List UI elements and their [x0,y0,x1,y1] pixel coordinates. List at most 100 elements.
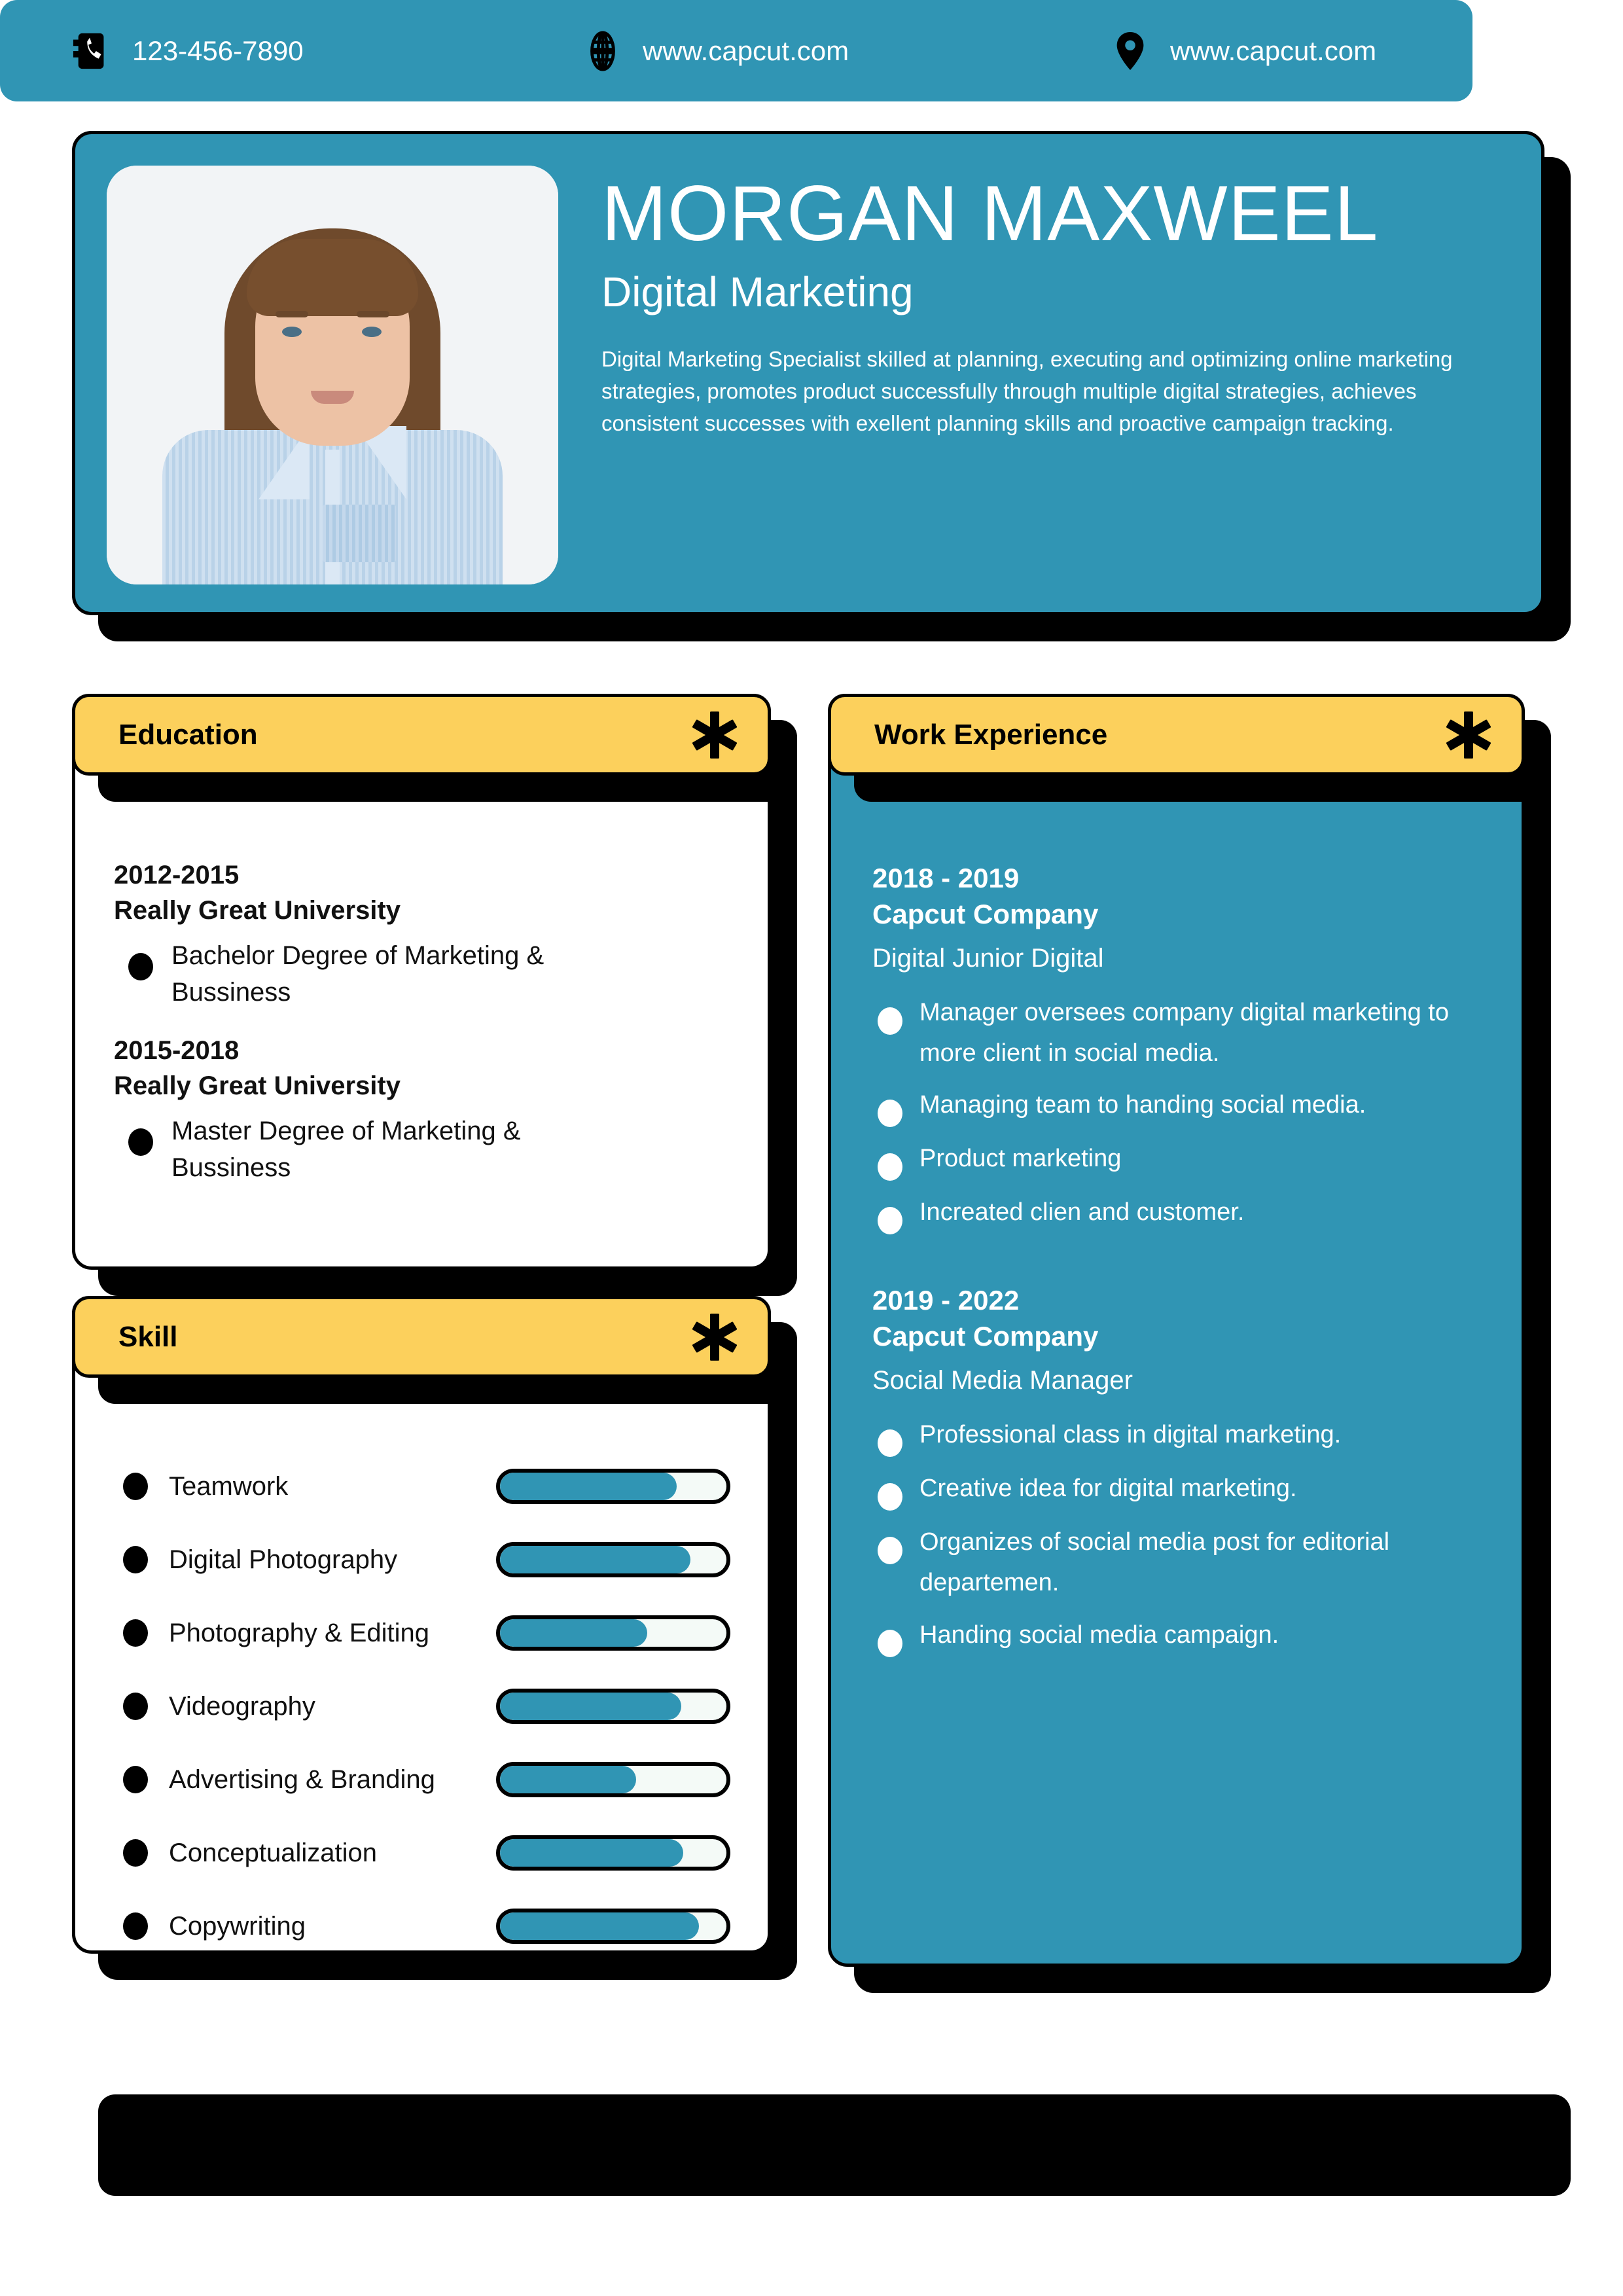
job-role-subtitle: Digital Marketing [601,268,914,315]
skill-label: Teamwork [169,1471,289,1501]
job-point-text: Handing social media campaign. [919,1621,1279,1649]
header-text-block: MORGAN MAXWEEL Digital Marketing Digital… [558,166,1508,439]
skill-row: Videography [106,1670,730,1743]
education-years: 2012-2015 [114,861,240,889]
skill-progress-fill [500,1473,677,1500]
header-card: MORGAN MAXWEEL Digital Marketing Digital… [72,131,1544,615]
profile-summary: Digital Marketing Specialist skilled at … [601,347,1453,435]
skill-progress-bar [496,1542,730,1577]
skill-progress-fill [500,1619,647,1647]
bullet-dot-icon [123,1619,148,1647]
asterisk-icon [692,711,738,759]
education-section-header: Education [72,694,771,776]
job-point-text: Managing team to handing social media. [919,1091,1366,1119]
skill-section-header: Skill [72,1296,771,1378]
job-role: Digital Junior Digital [872,944,1104,973]
job-role: Social Media Manager [872,1366,1133,1395]
skill-row: Advertising & Branding [106,1743,730,1816]
contact-website[interactable]: www.capcut.com [537,30,1054,71]
bullet-dot-icon [878,1537,902,1565]
job-point: Product marketing [872,1139,1491,1181]
skill-progress-bar [496,1689,730,1724]
asterisk-icon [692,1313,738,1361]
job-point: Manager oversees company digital marketi… [872,993,1491,1073]
skill-label: Digital Photography [169,1545,398,1574]
skill-label: Copywriting [169,1911,306,1941]
job-entry: 2018 - 2019 Capcut Company Digital Junio… [872,861,1491,1235]
skill-label: Conceptualization [169,1838,377,1867]
asterisk-icon [1446,711,1491,759]
skill-progress-fill [500,1693,681,1720]
skill-body: Teamwork Digital Photography Photography… [72,1378,771,1954]
bullet-dot-icon [123,1766,148,1793]
skill-title: Skill [118,1320,178,1353]
bullet-dot-icon [878,1207,902,1235]
job-point: Professional class in digital marketing. [872,1415,1491,1458]
job-point: Increated clien and customer. [872,1193,1491,1235]
skill-progress-bar [496,1615,730,1651]
job-point: Managing team to handing social media. [872,1085,1491,1128]
job-point-text: Increated clien and customer. [919,1198,1245,1227]
skill-progress-fill [500,1766,636,1793]
job-point-text: Professional class in digital marketing. [919,1421,1342,1449]
skill-progress-bar [496,1835,730,1871]
skill-progress-bar [496,1469,730,1504]
bullet-dot-icon [123,1473,148,1500]
education-title: Education [118,718,258,751]
job-point-text: Manager oversees company digital marketi… [919,999,1449,1067]
portrait-illustration [107,166,558,584]
skill-row: Digital Photography [106,1523,730,1596]
education-degree: Bachelor Degree of Marketing & Bussiness [171,941,544,1007]
job-point: Creative idea for digital marketing. [872,1469,1491,1511]
work-section-header: Work Experience [828,694,1525,776]
bullet-dot-icon [123,1546,148,1573]
education-degree-row: Bachelor Degree of Marketing & Bussiness [114,937,725,1011]
education-entry: 2015-2018 Really Great University Master… [114,1033,725,1186]
bullet-dot-icon [128,953,153,980]
education-body: 2012-2015 Really Great University Bachel… [72,776,771,1270]
job-company: Capcut Company [872,1320,1099,1352]
page-title: MORGAN MAXWEEL [601,170,1379,257]
footer-contact-bar: 123-456-7890 www.capcut.com www.capcut.c… [0,0,1472,101]
education-degree-row: Master Degree of Marketing & Bussiness [114,1113,725,1186]
contact-website-text: www.capcut.com [643,35,849,66]
education-entry: 2012-2015 Really Great University Bachel… [114,857,725,1011]
contact-address-text: www.capcut.com [1170,35,1377,66]
job-point-text: Organizes of social media post for edito… [919,1528,1390,1597]
bullet-dot-icon [878,1483,902,1511]
job-company: Capcut Company [872,898,1099,929]
footer-card-shadow [98,2094,1571,2196]
skill-progress-fill [500,1912,700,1940]
skill-progress-bar [496,1762,730,1797]
phone-icon [73,33,104,69]
work-title: Work Experience [874,718,1108,751]
bullet-dot-icon [878,1153,902,1181]
job-point: Organizes of social media post for edito… [872,1522,1491,1603]
job-years: 2018 - 2019 [872,863,1020,893]
job-point-text: Creative idea for digital marketing. [919,1475,1297,1503]
bullet-dot-icon [878,1100,902,1128]
job-years: 2019 - 2022 [872,1285,1020,1316]
work-experience-body: 2018 - 2019 Capcut Company Digital Junio… [828,776,1525,1967]
contact-address[interactable]: www.capcut.com [1054,31,1433,71]
education-school: Really Great University [114,1071,401,1100]
bullet-dot-icon [123,1912,148,1940]
skill-label: Advertising & Branding [169,1765,435,1794]
bullet-dot-icon [878,1429,902,1458]
avatar [107,166,558,584]
education-school: Really Great University [114,896,401,925]
bullet-dot-icon [123,1839,148,1867]
skill-progress-bar [496,1909,730,1944]
job-point: Handing social media campaign. [872,1615,1491,1657]
contact-phone[interactable]: 123-456-7890 [39,31,537,71]
skill-progress-fill [500,1546,690,1573]
skill-label: Photography & Editing [169,1618,430,1647]
contact-phone-text: 123-456-7890 [132,35,304,66]
work-experience-card [828,694,1525,1967]
location-pin-icon [1116,31,1144,70]
education-years: 2015-2018 [114,1036,240,1065]
job-point-text: Product marketing [919,1145,1122,1173]
bullet-dot-icon [878,1629,902,1657]
bullet-dot-icon [128,1128,153,1156]
